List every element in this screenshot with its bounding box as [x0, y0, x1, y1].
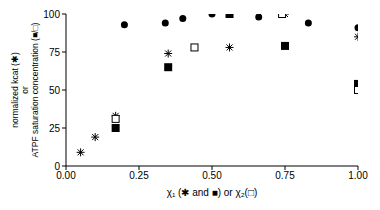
svg-text:100: 100 [43, 9, 60, 20]
svg-text:0.75: 0.75 [275, 170, 295, 181]
svg-text:χ₁ (✱ and ■) or χ₂(□): χ₁ (✱ and ■) or χ₂(□) [167, 187, 258, 198]
svg-text:0: 0 [54, 161, 60, 172]
svg-text:0.00: 0.00 [56, 170, 76, 181]
svg-text:ATPF saturation concentration: ATPF saturation concentration (■/□) [30, 22, 40, 157]
svg-text:1.00: 1.00 [348, 170, 368, 181]
svg-text:0.50: 0.50 [202, 170, 222, 181]
svg-text:or: or [20, 86, 30, 94]
svg-text:0.25: 0.25 [129, 170, 149, 181]
svg-text:normalized kcat (✱): normalized kcat (✱) [10, 52, 20, 128]
svg-text:75: 75 [49, 47, 61, 58]
svg-text:25: 25 [49, 123, 61, 134]
svg-text:50: 50 [49, 85, 61, 96]
